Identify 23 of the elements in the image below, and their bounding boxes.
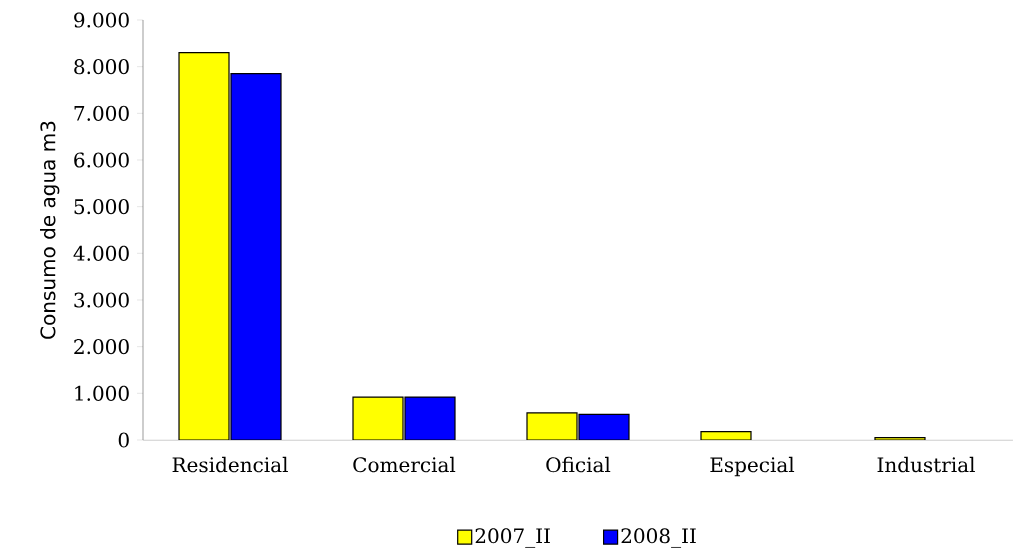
y-tick-label: 9.000 <box>74 12 129 28</box>
y-tick-label: 6.000 <box>74 152 129 168</box>
y-tick-label: 2.000 <box>74 339 129 355</box>
x-tick-label: Residencial <box>172 456 288 473</box>
bar <box>578 413 630 440</box>
y-tick-label: 4.000 <box>73 245 129 261</box>
x-tick-label: Industrial <box>877 456 975 473</box>
bar <box>178 52 230 440</box>
y-tick-label: 5.000 <box>74 199 129 215</box>
y-tick-label: 8.000 <box>74 59 129 75</box>
bar <box>352 396 404 440</box>
x-tick-label: Especial <box>710 456 795 477</box>
bar <box>404 396 456 440</box>
y-tick-label: 7.000 <box>74 105 129 121</box>
x-tick-label: Oficial <box>546 456 611 473</box>
bar <box>230 73 282 440</box>
legend-label: 2008_II <box>621 528 696 548</box>
y-tick-label: 3.000 <box>74 292 129 308</box>
legend-label: 2007_II <box>475 528 550 548</box>
x-tick-label: Comercial <box>353 456 456 473</box>
y-tick-label: 0 <box>118 432 129 448</box>
y-axis-title: Consumo de agua m3 <box>40 121 60 339</box>
y-tick-label: 1.000 <box>75 385 129 401</box>
